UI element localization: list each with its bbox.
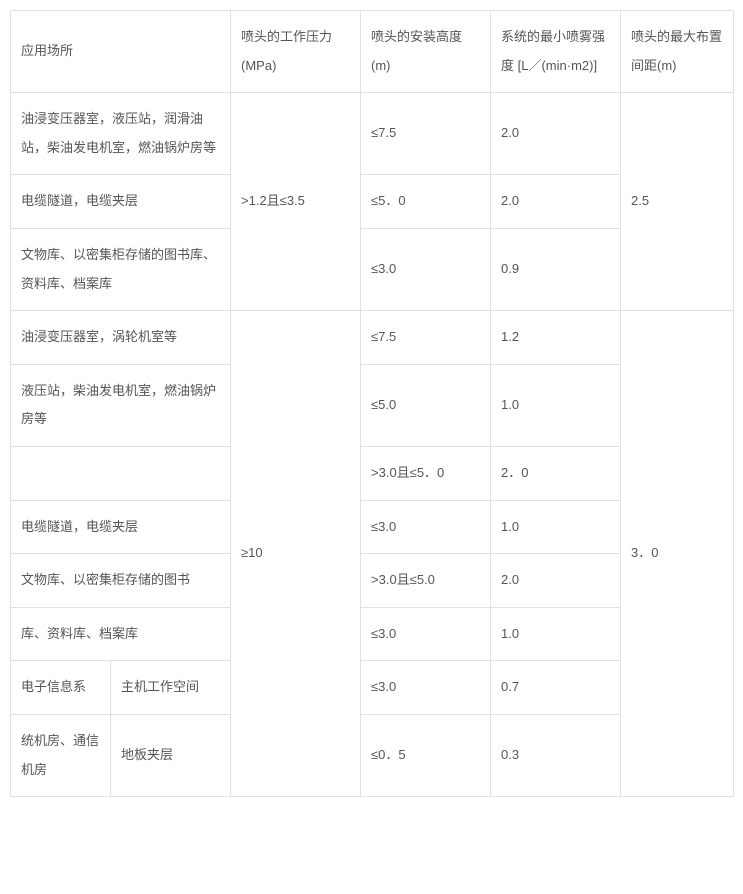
- cell-height: ≤7.5: [361, 311, 491, 365]
- spec-table: 应用场所 喷头的工作压力(MPa) 喷头的安装高度(m) 系统的最小喷雾强度 […: [10, 10, 734, 797]
- cell-height: ≤5．0: [361, 175, 491, 229]
- cell-intensity: 1.2: [491, 311, 621, 365]
- cell-intensity: 1.0: [491, 500, 621, 554]
- header-intensity: 系统的最小喷雾强度 [L／(min·m2)]: [491, 11, 621, 93]
- cell-intensity: 2．0: [491, 446, 621, 500]
- table-row: 油浸变压器室，涡轮机室等 ≥10 ≤7.5 1.2 3．0: [11, 311, 734, 365]
- cell-place: 库、资料库、档案库: [11, 607, 231, 661]
- cell-place: 电缆隧道，电缆夹层: [11, 175, 231, 229]
- cell-height: ≤3.0: [361, 661, 491, 715]
- cell-intensity: 2.0: [491, 93, 621, 175]
- header-row: 应用场所 喷头的工作压力(MPa) 喷头的安装高度(m) 系统的最小喷雾强度 […: [11, 11, 734, 93]
- cell-intensity: 2.0: [491, 554, 621, 608]
- cell-intensity: 2.0: [491, 175, 621, 229]
- header-place: 应用场所: [11, 11, 231, 93]
- cell-height: >3.0且≤5.0: [361, 554, 491, 608]
- cell-intensity: 1.0: [491, 607, 621, 661]
- cell-height: ≤3.0: [361, 607, 491, 661]
- cell-place-a: 电子信息系: [11, 661, 111, 715]
- header-pressure: 喷头的工作压力(MPa): [231, 11, 361, 93]
- cell-pressure: >1.2且≤3.5: [231, 93, 361, 311]
- cell-place-b: 地板夹层: [111, 714, 231, 796]
- cell-intensity: 1.0: [491, 364, 621, 446]
- header-spacing: 喷头的最大布置间距(m): [621, 11, 734, 93]
- cell-height: ≤7.5: [361, 93, 491, 175]
- cell-place-b: 主机工作空间: [111, 661, 231, 715]
- cell-place: 液压站，柴油发电机室，燃油锅炉房等: [11, 364, 231, 446]
- cell-place: 油浸变压器室，液压站，润滑油站，柴油发电机室，燃油锅炉房等: [11, 93, 231, 175]
- cell-place: [11, 446, 231, 500]
- cell-height: ≤0．5: [361, 714, 491, 796]
- table-row: 油浸变压器室，液压站，润滑油站，柴油发电机室，燃油锅炉房等 >1.2且≤3.5 …: [11, 93, 734, 175]
- cell-height: ≤5.0: [361, 364, 491, 446]
- cell-place: 文物库、以密集柜存储的图书: [11, 554, 231, 608]
- cell-height: ≤3.0: [361, 500, 491, 554]
- cell-place: 文物库、以密集柜存储的图书库、资料库、档案库: [11, 228, 231, 310]
- cell-height: ≤3.0: [361, 228, 491, 310]
- header-height: 喷头的安装高度(m): [361, 11, 491, 93]
- cell-place: 油浸变压器室，涡轮机室等: [11, 311, 231, 365]
- cell-intensity: 0.3: [491, 714, 621, 796]
- cell-place-a: 统机房、通信机房: [11, 714, 111, 796]
- cell-spacing: 2.5: [621, 93, 734, 311]
- cell-pressure: ≥10: [231, 311, 361, 797]
- cell-height: >3.0且≤5．0: [361, 446, 491, 500]
- cell-place: 电缆隧道，电缆夹层: [11, 500, 231, 554]
- cell-intensity: 0.7: [491, 661, 621, 715]
- cell-intensity: 0.9: [491, 228, 621, 310]
- cell-spacing: 3．0: [621, 311, 734, 797]
